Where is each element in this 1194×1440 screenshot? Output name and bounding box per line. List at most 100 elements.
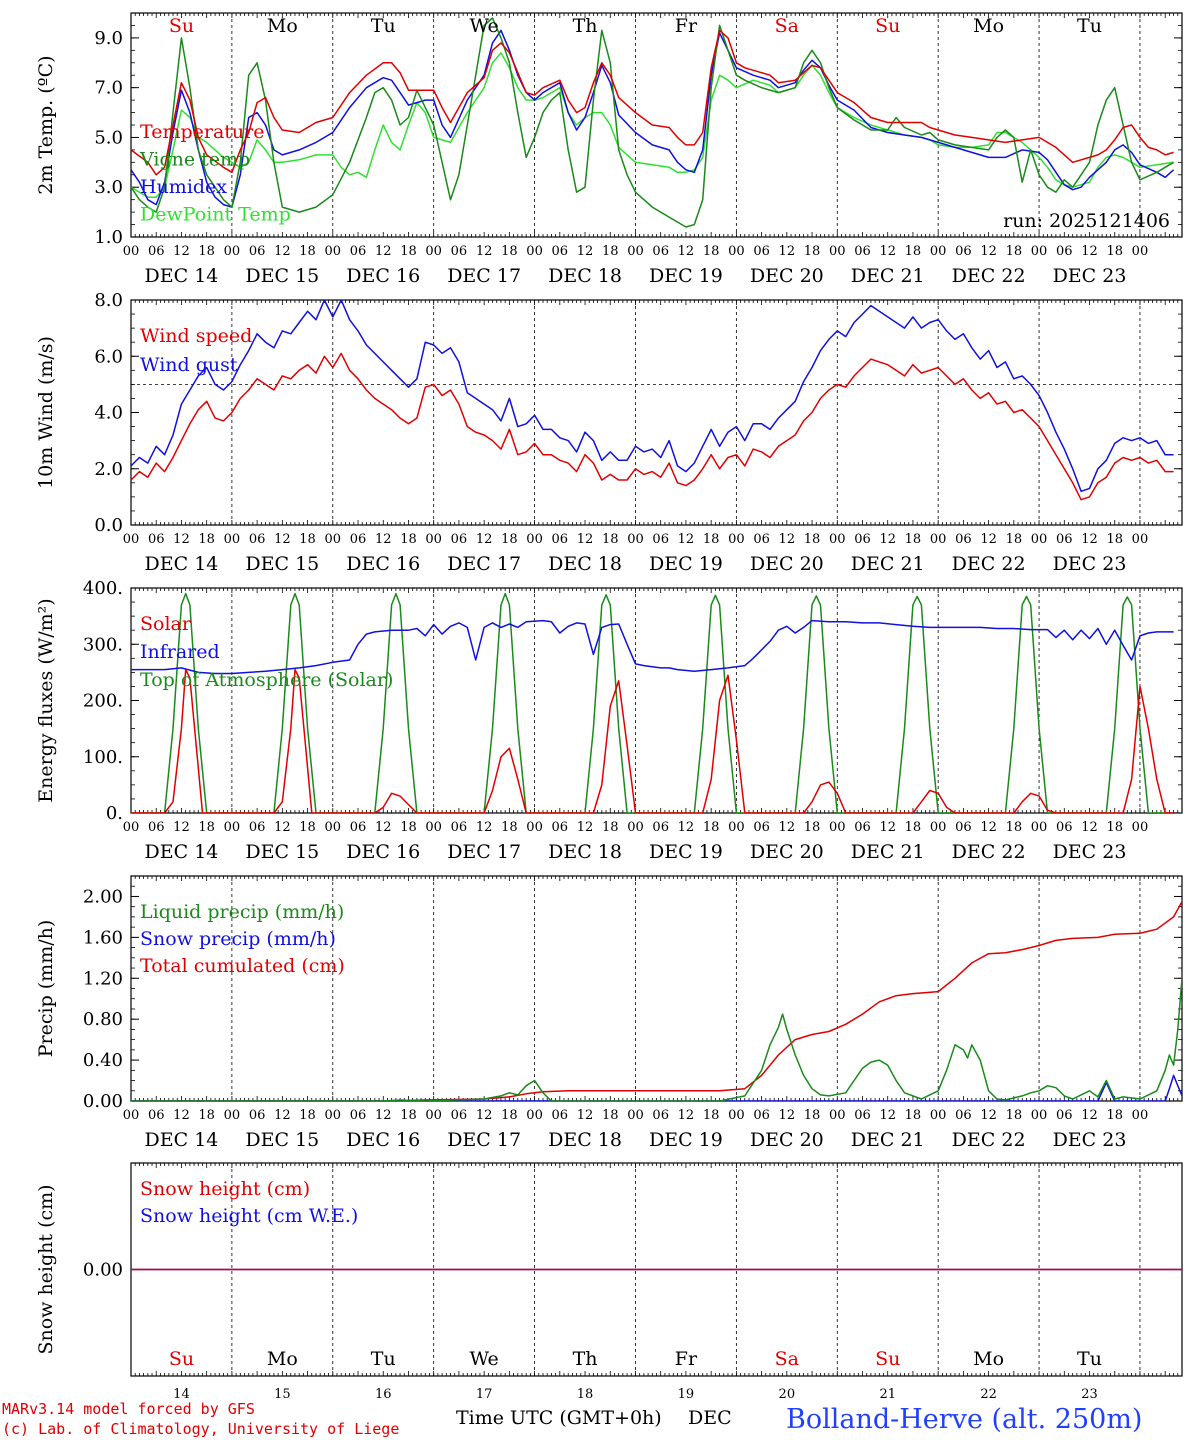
date-label: DEC 16 [346, 265, 420, 287]
legend-entry: DewPoint Temp [140, 204, 291, 226]
hour-tick-label: 00 [526, 820, 543, 835]
day-number-label: 20 [779, 1387, 796, 1402]
hour-tick-label: 06 [854, 1108, 871, 1123]
legend-entry: Temperature [140, 121, 264, 143]
hour-tick-label: 18 [1006, 820, 1023, 835]
date-label: DEC 21 [851, 553, 925, 575]
hour-tick-label: 00 [728, 820, 745, 835]
hour-tick-label: 12 [577, 1108, 594, 1123]
weekday-label: We [470, 15, 499, 37]
date-label: DEC 15 [245, 553, 319, 575]
hour-tick-label: 12 [980, 1108, 997, 1123]
hour-tick-label: 18 [703, 244, 720, 259]
hour-tick-label: 00 [829, 244, 846, 259]
y-axis-label: Snow height (cm) [35, 1184, 57, 1354]
hour-tick-label: 18 [198, 244, 215, 259]
day-number-label: 15 [274, 1387, 291, 1402]
date-label: DEC 18 [548, 841, 622, 863]
date-label: DEC 16 [346, 841, 420, 863]
day-number-label: 21 [879, 1387, 896, 1402]
hour-tick-label: 06 [552, 244, 569, 259]
hour-tick-label: 06 [753, 820, 770, 835]
hour-tick-label: 00 [627, 820, 644, 835]
hour-tick-label: 06 [249, 820, 266, 835]
date-label: DEC 19 [649, 265, 723, 287]
hour-tick-label: 00 [627, 1108, 644, 1123]
y-tick-label: 1.0 [94, 227, 123, 248]
hour-tick-label: 06 [955, 1108, 972, 1123]
day-number-label: 19 [678, 1387, 695, 1402]
hour-tick-label: 18 [905, 532, 922, 547]
hour-tick-label: 00 [224, 820, 241, 835]
hour-tick-label: 06 [1056, 1108, 1073, 1123]
hour-tick-label: 18 [400, 244, 417, 259]
hour-tick-label: 00 [325, 244, 342, 259]
hour-tick-label: 06 [652, 1108, 669, 1123]
hour-tick-label: 00 [425, 820, 442, 835]
hour-tick-label: 12 [476, 532, 493, 547]
hour-tick-label: 00 [728, 244, 745, 259]
series-line-vigne-temp [131, 17, 1174, 228]
hour-tick-label: 18 [1106, 244, 1123, 259]
date-label: DEC 22 [952, 265, 1026, 287]
series-line-snow-precip-mm-h [131, 1074, 1182, 1101]
hour-tick-label: 00 [930, 1108, 947, 1123]
hour-tick-label: 00 [829, 1108, 846, 1123]
hour-tick-label: 00 [627, 244, 644, 259]
hour-tick-label: 00 [526, 1108, 543, 1123]
hour-tick-label: 12 [274, 244, 291, 259]
hour-tick-label: 12 [274, 1108, 291, 1123]
hour-tick-label: 12 [980, 820, 997, 835]
date-label: DEC 21 [851, 265, 925, 287]
y-axis-label: Precip (mm/h) [35, 920, 57, 1058]
hour-tick-label: 06 [753, 532, 770, 547]
hour-tick-label: 06 [350, 1108, 367, 1123]
hour-tick-label: 00 [526, 244, 543, 259]
hour-tick-label: 12 [173, 532, 190, 547]
hour-tick-label: 18 [400, 1108, 417, 1123]
hour-tick-label: 12 [577, 532, 594, 547]
hour-tick-label: 18 [602, 532, 619, 547]
model-credit: MARv3.14 model forced by GFS [2, 1400, 255, 1418]
weekday-label: Tu [371, 15, 396, 37]
day-number-label: 14 [173, 1387, 190, 1402]
hour-tick-label: 06 [1056, 532, 1073, 547]
hour-tick-label: 18 [400, 820, 417, 835]
hour-tick-label: 06 [552, 820, 569, 835]
weekday-label: Sa [775, 15, 799, 37]
hour-tick-label: 12 [678, 1108, 695, 1123]
y-tick-label: 3.0 [94, 177, 123, 198]
hour-tick-label: 06 [249, 1108, 266, 1123]
weekday-label: Mo [267, 1348, 298, 1370]
date-label: DEC 19 [649, 1129, 723, 1151]
hour-tick-label: 18 [602, 244, 619, 259]
hour-tick-label: 00 [1031, 244, 1048, 259]
date-label: DEC 18 [548, 553, 622, 575]
y-tick-label: 2.00 [83, 886, 123, 907]
hour-tick-label: 12 [879, 532, 896, 547]
series-line-infrared [131, 619, 1174, 675]
hour-tick-label: 06 [552, 532, 569, 547]
date-label: DEC 14 [145, 553, 219, 575]
hour-tick-label: 06 [955, 532, 972, 547]
hour-tick-label: 18 [602, 1108, 619, 1123]
hour-tick-label: 00 [425, 532, 442, 547]
date-label: DEC 17 [447, 553, 521, 575]
hour-tick-label: 00 [1132, 244, 1149, 259]
date-label: DEC 20 [750, 841, 824, 863]
panel-2: 0.0 2.0 4.0 6.0 8.0 10m Wind (m/s) Wind speed W… [35, 290, 1183, 575]
hour-tick-label: 12 [1081, 244, 1098, 259]
y-tick-label: 4.0 [94, 403, 123, 424]
hour-tick-label: 12 [980, 244, 997, 259]
hour-tick-label: 12 [173, 820, 190, 835]
day-number-label: 23 [1081, 1387, 1098, 1402]
legend-entry: Wind gust [140, 354, 238, 376]
weekday-label: We [470, 1348, 499, 1370]
hour-tick-label: 12 [375, 244, 392, 259]
hour-tick-label: 18 [501, 244, 518, 259]
date-label: DEC 14 [145, 841, 219, 863]
hour-tick-label: 18 [905, 1108, 922, 1123]
hour-tick-label: 06 [350, 532, 367, 547]
series-line-humidex [131, 29, 1175, 208]
date-label: DEC 17 [447, 841, 521, 863]
